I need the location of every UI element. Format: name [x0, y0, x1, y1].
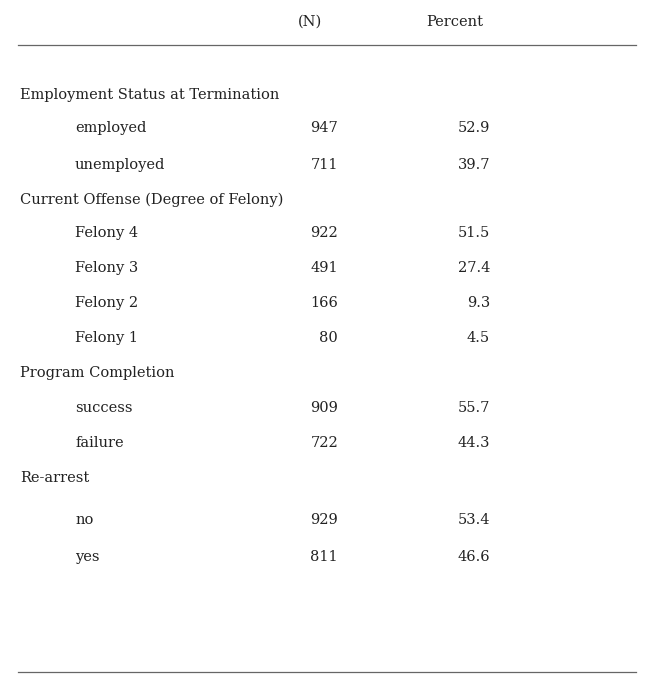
Text: Program Completion: Program Completion: [20, 366, 175, 380]
Text: success: success: [75, 401, 133, 415]
Text: (N): (N): [298, 15, 322, 29]
Text: no: no: [75, 513, 94, 527]
Text: 947: 947: [310, 121, 338, 135]
Text: 909: 909: [310, 401, 338, 415]
Text: 491: 491: [311, 261, 338, 275]
Text: Felony 4: Felony 4: [75, 226, 138, 240]
Text: 711: 711: [311, 158, 338, 172]
Text: 80: 80: [319, 331, 338, 345]
Text: 55.7: 55.7: [458, 401, 490, 415]
Text: 52.9: 52.9: [458, 121, 490, 135]
Text: Percent: Percent: [426, 15, 483, 29]
Text: yes: yes: [75, 550, 99, 564]
Text: 53.4: 53.4: [458, 513, 490, 527]
Text: Current Offense (Degree of Felony): Current Offense (Degree of Felony): [20, 193, 283, 208]
Text: 51.5: 51.5: [458, 226, 490, 240]
Text: 9.3: 9.3: [467, 296, 490, 310]
Text: 922: 922: [310, 226, 338, 240]
Text: 929: 929: [310, 513, 338, 527]
Text: Employment Status at Termination: Employment Status at Termination: [20, 88, 279, 102]
Text: 44.3: 44.3: [458, 436, 490, 450]
Text: 27.4: 27.4: [458, 261, 490, 275]
Text: 39.7: 39.7: [458, 158, 490, 172]
Text: Re-arrest: Re-arrest: [20, 471, 89, 485]
Text: 811: 811: [311, 550, 338, 564]
Text: unemployed: unemployed: [75, 158, 165, 172]
Text: Felony 2: Felony 2: [75, 296, 138, 310]
Text: failure: failure: [75, 436, 124, 450]
Text: 166: 166: [310, 296, 338, 310]
Text: 4.5: 4.5: [467, 331, 490, 345]
Text: Felony 3: Felony 3: [75, 261, 138, 275]
Text: 46.6: 46.6: [457, 550, 490, 564]
Text: employed: employed: [75, 121, 146, 135]
Text: 722: 722: [310, 436, 338, 450]
Text: Felony 1: Felony 1: [75, 331, 138, 345]
